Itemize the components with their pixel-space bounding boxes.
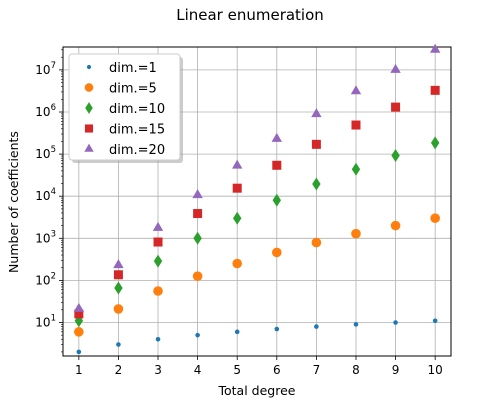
y-tick-label: 103 [35, 229, 56, 245]
data-point-point [234, 329, 240, 335]
data-point-triangle [152, 221, 164, 231]
legend-marker-circle [84, 83, 94, 92]
data-point-diamond [351, 162, 361, 176]
x-tick-label: 3 [154, 363, 162, 377]
chart-title: Linear enumeration [176, 6, 324, 24]
legend-marker-triangle [84, 143, 94, 152]
data-point-diamond [430, 136, 440, 150]
legend-label: dim.=15 [109, 123, 165, 138]
data-point-square [113, 270, 123, 280]
data-point-diamond [272, 193, 281, 207]
x-tick-label: 2 [115, 363, 123, 377]
x-tick-label: 7 [313, 363, 321, 377]
x-tick-label: 4 [194, 363, 202, 377]
y-tick-label: 105 [35, 145, 56, 161]
y-axis-title: Number of coefficients [6, 131, 21, 273]
x-axis-title: Total degree [218, 383, 296, 398]
data-point-circle [271, 247, 282, 258]
ticks-layer: 1 2 3 4 5 6 7 8 9 10 101 102 103 104 105 106 107 [35, 49, 443, 377]
data-point-point [353, 322, 359, 327]
data-point-point [274, 326, 280, 332]
data-point-square [351, 120, 361, 130]
data-point-diamond [391, 149, 400, 163]
data-point-point [393, 320, 398, 325]
data-point-triangle [311, 108, 322, 118]
plot-frame [62, 46, 452, 357]
data-point-square [391, 102, 401, 112]
data-point-square [153, 237, 163, 247]
y-tick-label: 107 [35, 61, 56, 77]
x-tick-label: 5 [233, 363, 241, 377]
legend-label: dim.=20 [109, 143, 165, 158]
y-tick-label: 102 [35, 271, 56, 287]
data-point-triangle [271, 132, 282, 142]
data-point-triangle [192, 189, 203, 199]
data-point-diamond [114, 281, 123, 295]
data-point-square [74, 309, 84, 319]
data-point-point [155, 336, 161, 342]
y-tick-label: 104 [35, 187, 56, 203]
x-tick-label: 9 [392, 363, 400, 377]
legend-marker-square [84, 124, 94, 133]
data-point-circle [232, 258, 243, 269]
data-point-circle [390, 220, 401, 231]
data-point-circle [351, 228, 361, 239]
data-point-diamond [233, 211, 242, 225]
data-point-diamond [193, 231, 202, 245]
data-point-triangle [73, 302, 85, 312]
data-point-point [314, 324, 319, 329]
data-point-square [232, 183, 242, 193]
y-tick-label: 106 [35, 103, 56, 119]
data-point-triangle [232, 159, 243, 169]
data-point-circle [430, 213, 440, 223]
legend-marker-diamond [85, 102, 93, 114]
data-point-square [193, 209, 203, 219]
data-point-point [432, 318, 438, 324]
legend: dim.=1 dim.=5 dim.=10 dim.=15 dim.=20 [68, 53, 183, 163]
data-point-diamond [153, 254, 163, 268]
data-point-circle [153, 286, 163, 296]
data-point-circle [113, 304, 124, 314]
x-tick-label: 8 [352, 363, 360, 377]
legend-label: dim.=5 [109, 82, 157, 97]
data-point-square [272, 160, 282, 170]
x-tick-label: 10 [428, 363, 443, 377]
data-point-circle [74, 327, 84, 337]
legend-box [68, 53, 181, 161]
data-point-triangle [350, 85, 362, 95]
data-point-triangle [113, 259, 124, 269]
data-point-diamond [312, 177, 321, 191]
data-point-point [76, 349, 82, 355]
data-point-triangle [390, 63, 401, 73]
legend-label: dim.=10 [109, 102, 165, 117]
marks-layer [73, 43, 441, 355]
y-tick-label: 101 [35, 313, 56, 329]
data-point-square [430, 85, 440, 95]
data-point-circle [192, 271, 203, 281]
x-tick-label: 6 [273, 363, 281, 377]
legend-marker-point [86, 64, 92, 70]
x-tick-label: 1 [75, 363, 83, 377]
data-point-circle [311, 237, 322, 248]
legend-label: dim.=1 [109, 61, 157, 76]
data-point-point [116, 342, 121, 347]
data-point-triangle [429, 43, 441, 53]
data-point-point [195, 332, 200, 338]
data-point-square [311, 139, 321, 149]
